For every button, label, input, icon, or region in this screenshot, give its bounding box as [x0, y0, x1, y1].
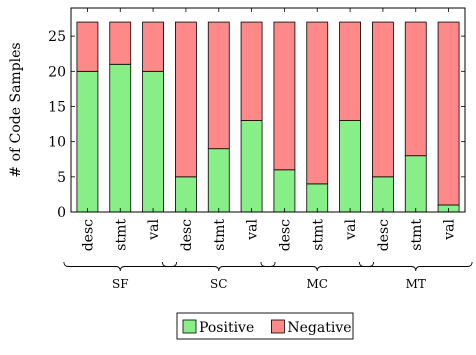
bar-negative-11	[437, 21, 460, 206]
group-label: SF	[112, 277, 129, 291]
x-tick-label: desc	[376, 219, 392, 251]
bar-positive-3	[175, 176, 197, 213]
y-tick-label: 5	[57, 170, 66, 186]
bar-negative-10	[404, 21, 427, 157]
bar-positive-2	[142, 70, 164, 213]
bar-negative-1	[109, 21, 132, 65]
legend-swatch-negative	[270, 319, 285, 334]
x-tick-label: val	[146, 218, 162, 240]
x-tick-label: stmt	[409, 219, 425, 251]
y-tick-label: 0	[57, 205, 66, 221]
x-tick-label: stmt	[212, 219, 228, 251]
legend-label-negative: Negative	[287, 320, 351, 336]
group-brace	[63, 261, 178, 272]
y-tick-label: 15	[48, 99, 66, 115]
bar-positive-9	[372, 176, 394, 213]
y-tick-label: 20	[48, 64, 66, 80]
x-tick-label: val	[245, 218, 261, 240]
bar-positive-1	[109, 63, 132, 213]
x-tick-label: stmt	[113, 219, 129, 251]
bars-group	[76, 21, 460, 213]
group-label: MT	[406, 277, 426, 291]
x-tick-label: desc	[179, 219, 195, 251]
bar-negative-3	[175, 21, 197, 178]
group-brace	[358, 261, 473, 272]
plot-frame	[70, 7, 466, 213]
bar-positive-6	[273, 169, 296, 213]
bar-negative-2	[142, 21, 164, 72]
bar-positive-8	[339, 120, 361, 213]
x-tick-label: val	[442, 218, 458, 240]
bar-negative-5	[240, 21, 263, 121]
group-label: MC	[307, 277, 328, 291]
x-tick-label: desc	[277, 219, 293, 251]
bar-positive-7	[306, 183, 329, 213]
group-brace	[260, 261, 375, 272]
bar-positive-0	[76, 70, 99, 213]
legend-box	[176, 312, 354, 340]
y-axis-label: # of Code Samples	[8, 42, 24, 177]
x-tick-label: desc	[80, 219, 96, 251]
x-tick-label: val	[343, 218, 359, 240]
bar-negative-7	[306, 21, 329, 185]
bar-negative-6	[273, 21, 296, 171]
bar-positive-5	[240, 120, 263, 213]
bar-negative-4	[207, 21, 230, 150]
bar-negative-8	[339, 21, 361, 121]
x-tick-label: stmt	[310, 219, 326, 251]
bar-negative-9	[372, 21, 394, 178]
bar-negative-0	[76, 21, 99, 72]
legend-label-positive: Positive	[199, 320, 254, 336]
bar-positive-10	[404, 155, 427, 213]
group-brace	[161, 261, 276, 272]
legend-swatch-positive	[182, 319, 197, 334]
y-tick-label: 25	[48, 29, 66, 45]
group-label: SC	[210, 277, 227, 291]
y-tick-label: 10	[48, 135, 66, 151]
bar-positive-4	[207, 148, 230, 213]
